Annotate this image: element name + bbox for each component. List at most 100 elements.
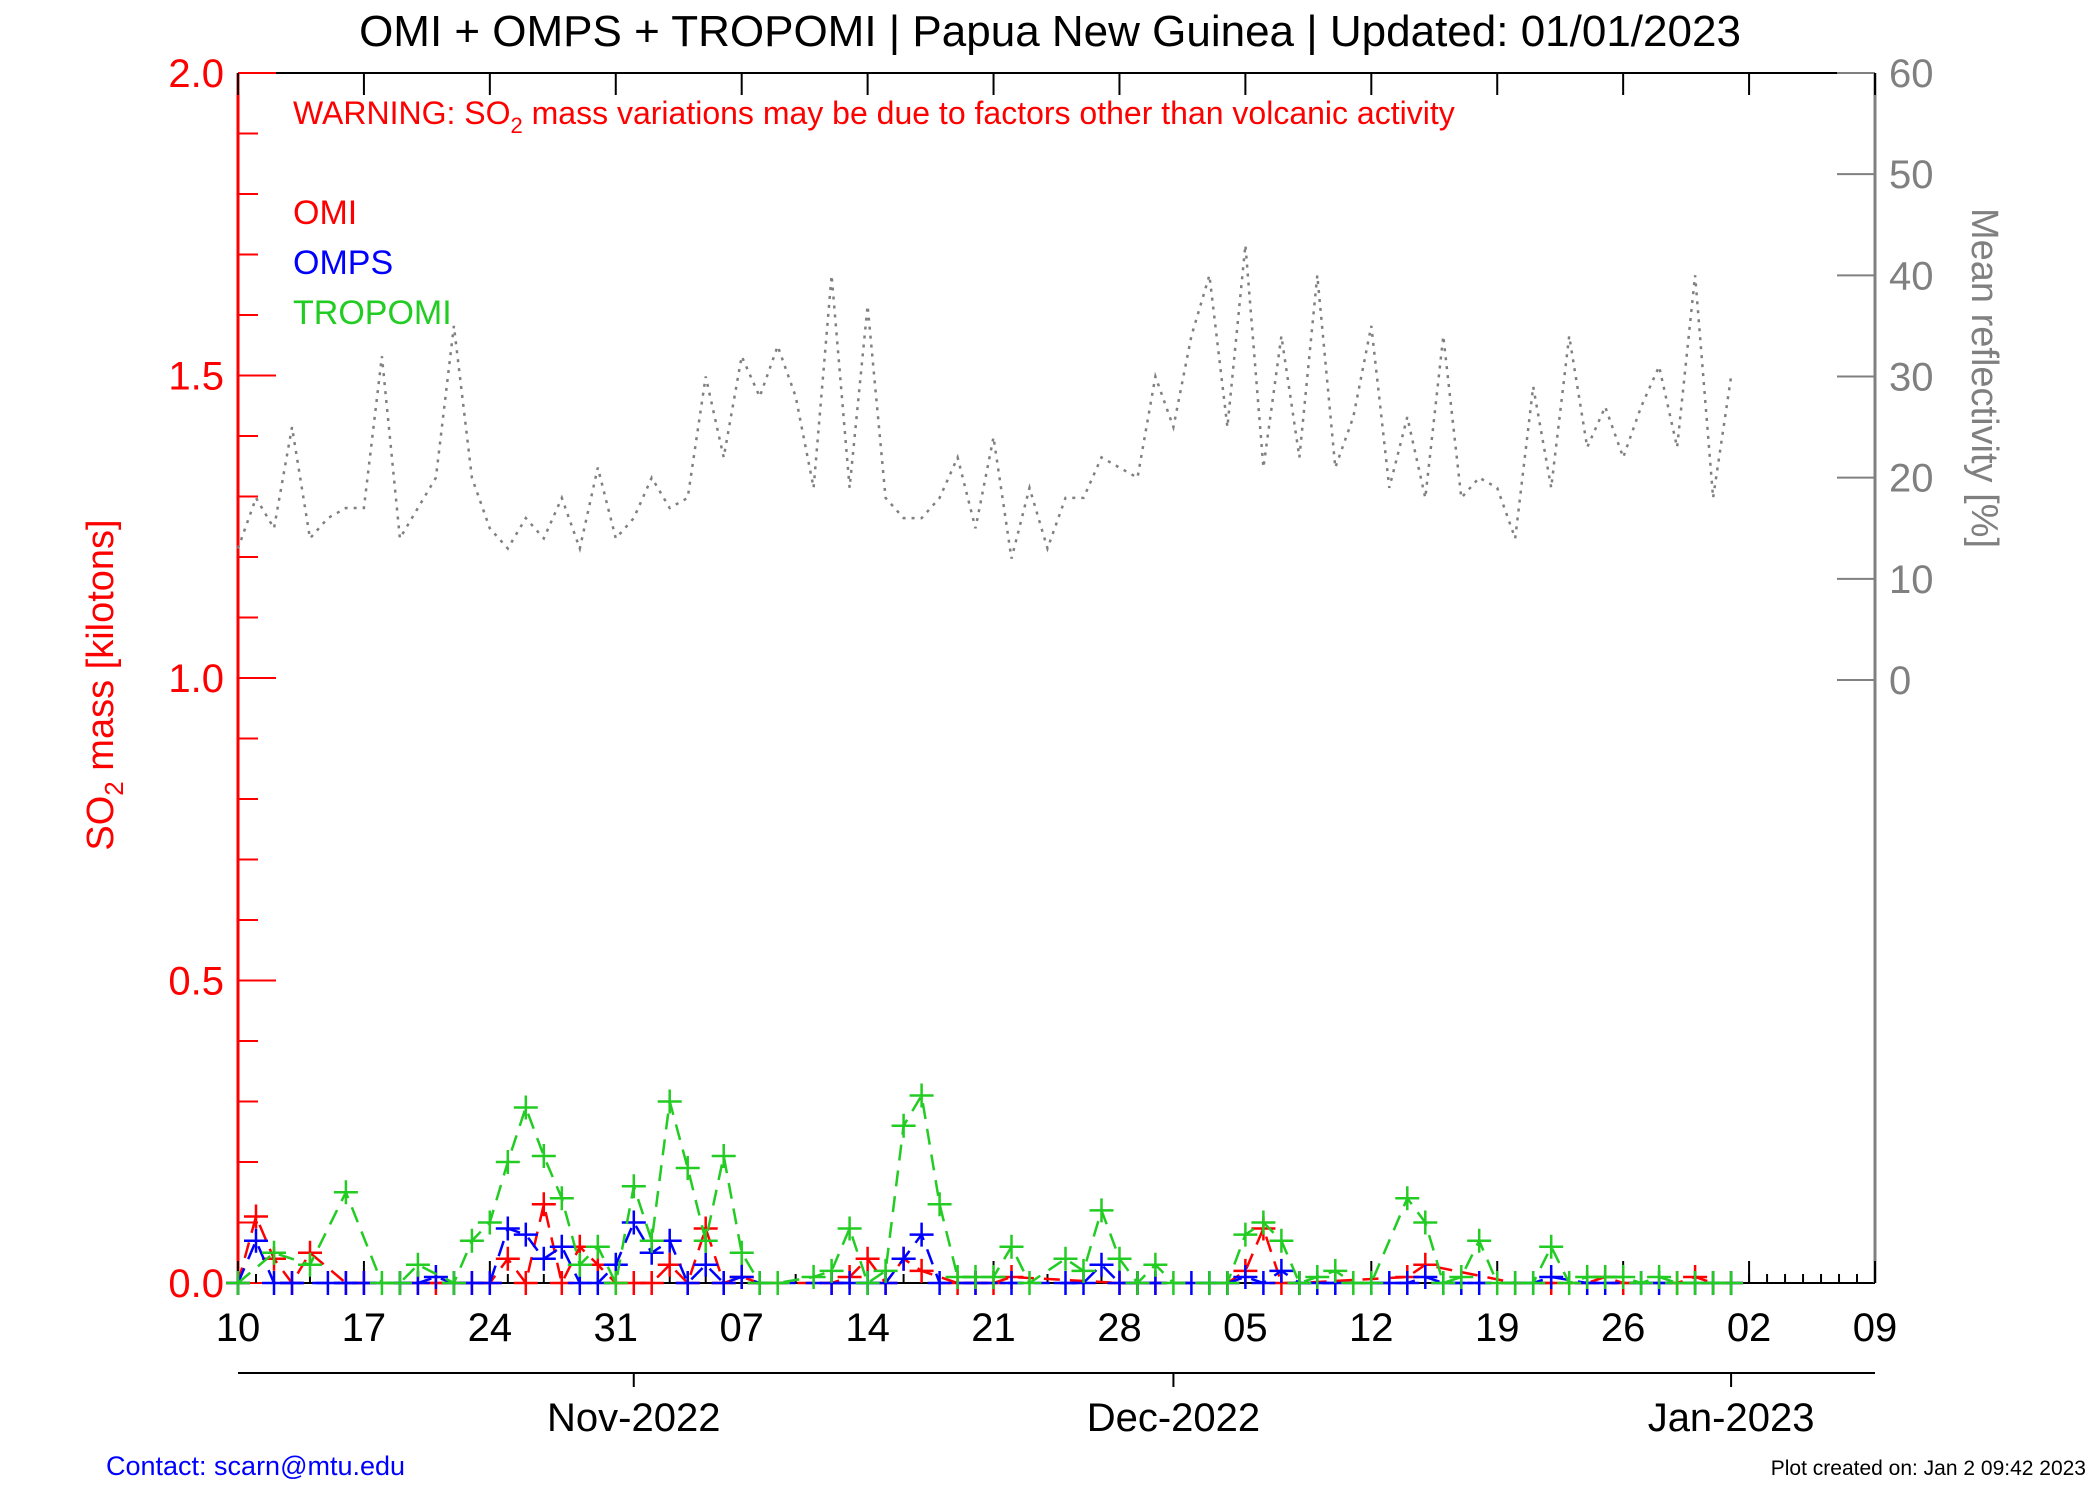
x-tick-label: 26 bbox=[1601, 1306, 1646, 1350]
left-tick-label: 1.0 bbox=[168, 657, 224, 701]
tropomi-point bbox=[1395, 1186, 1420, 1211]
omps-point bbox=[423, 1265, 448, 1289]
tropomi-point bbox=[567, 1252, 592, 1277]
warning-suffix: mass variations may be due to factors ot… bbox=[523, 95, 1455, 131]
tropomi-point bbox=[441, 1271, 466, 1295]
tropomi-point bbox=[603, 1271, 628, 1295]
tropomi-point bbox=[981, 1265, 1006, 1289]
omps-point bbox=[477, 1271, 502, 1295]
tropomi-point bbox=[477, 1210, 502, 1235]
tropomi-point bbox=[927, 1192, 952, 1217]
x-tick-label: 28 bbox=[1097, 1306, 1142, 1350]
omps-point bbox=[1089, 1252, 1114, 1277]
tropomi-point bbox=[226, 1271, 250, 1295]
left-axis-title-sub: 2 bbox=[99, 781, 129, 795]
x-tick-label: 24 bbox=[468, 1306, 513, 1350]
tropomi-point bbox=[405, 1252, 430, 1277]
tropomi-point bbox=[1539, 1234, 1564, 1259]
omps-point bbox=[729, 1265, 754, 1289]
omps-point bbox=[1269, 1258, 1294, 1283]
omi-point bbox=[639, 1271, 664, 1295]
omi-point bbox=[531, 1192, 556, 1217]
omps-point bbox=[1233, 1265, 1258, 1289]
omi-line bbox=[236, 1204, 1732, 1287]
date-axis: 10 17 24 31 07 14 21 28 05 12 19 26 02 09 bbox=[216, 73, 1898, 1350]
omps-point bbox=[1413, 1265, 1438, 1289]
left-tick-label: 0.0 bbox=[168, 1262, 224, 1306]
month-tick-label: Nov-2022 bbox=[547, 1396, 720, 1440]
tropomi-point bbox=[549, 1186, 574, 1211]
omps-point bbox=[1251, 1271, 1276, 1295]
month-axis: Nov-2022 Dec-2022 Jan-2023 bbox=[238, 1372, 1875, 1440]
tropomi-point bbox=[495, 1150, 520, 1174]
x-tick-label: 17 bbox=[342, 1306, 387, 1350]
omps-line bbox=[236, 1219, 1732, 1286]
omps-point bbox=[711, 1271, 736, 1295]
tropomi-point bbox=[909, 1083, 934, 1108]
tropomi-point bbox=[1251, 1210, 1276, 1235]
so2-mass-axis: 0.0 0.5 1.0 1.5 2.0 bbox=[168, 52, 276, 1306]
tropomi-point bbox=[1125, 1271, 1150, 1295]
omps-point bbox=[675, 1271, 700, 1295]
omi-point bbox=[244, 1204, 268, 1229]
x-tick-label: 14 bbox=[845, 1306, 890, 1350]
tropomi-point bbox=[262, 1240, 286, 1265]
omps-point bbox=[1539, 1265, 1564, 1289]
tropomi-point bbox=[765, 1271, 790, 1295]
series-mean-reflectivity bbox=[236, 244, 1733, 559]
tropomi-point bbox=[1629, 1271, 1654, 1295]
omps-point bbox=[513, 1222, 538, 1247]
right-axis-title: Mean reflectivity [%] bbox=[1963, 208, 2005, 548]
x-tick-label: 09 bbox=[1853, 1306, 1898, 1350]
tropomi-point bbox=[675, 1156, 700, 1180]
tropomi-point bbox=[1521, 1271, 1546, 1295]
month-tick-label: Jan-2023 bbox=[1648, 1396, 1815, 1440]
tropomi-point bbox=[387, 1271, 412, 1295]
tropomi-point bbox=[1611, 1265, 1636, 1289]
tropomi-point bbox=[729, 1240, 754, 1265]
series-tropomi bbox=[226, 1083, 1744, 1295]
x-tick-label: 21 bbox=[971, 1306, 1016, 1350]
tropomi-point bbox=[1719, 1271, 1744, 1295]
x-tick-label: 19 bbox=[1475, 1306, 1520, 1350]
tropomi-point bbox=[1233, 1222, 1258, 1247]
legend: OMI OMPS TROPOMI bbox=[293, 194, 452, 332]
left-axis-title: SO2 mass [kilotons] bbox=[80, 519, 129, 850]
tropomi-point bbox=[1287, 1271, 1312, 1295]
omi-point bbox=[909, 1258, 934, 1283]
omps-point bbox=[244, 1228, 268, 1253]
warning-prefix: WARNING: SO bbox=[293, 95, 510, 131]
plot-created-text: Plot created on: Jan 2 09:42 2023 bbox=[1771, 1457, 2086, 1480]
tropomi-point bbox=[298, 1252, 322, 1277]
omps-point bbox=[693, 1252, 718, 1277]
tropomi-point bbox=[1431, 1271, 1456, 1295]
legend-omi: OMI bbox=[293, 194, 357, 232]
omps-point bbox=[280, 1271, 304, 1295]
right-tick-label: 20 bbox=[1889, 457, 1934, 501]
tropomi-point bbox=[585, 1234, 610, 1259]
tropomi-point bbox=[513, 1095, 538, 1120]
omps-point bbox=[1395, 1271, 1420, 1295]
tropomi-point bbox=[531, 1144, 556, 1168]
omi-point bbox=[855, 1246, 880, 1271]
right-tick-label: 60 bbox=[1889, 52, 1934, 96]
tropomi-point bbox=[1269, 1228, 1294, 1253]
right-tick-label: 10 bbox=[1889, 558, 1934, 602]
tropomi-point bbox=[1413, 1210, 1438, 1235]
tropomi-point bbox=[1557, 1271, 1582, 1295]
tropomi-point bbox=[639, 1228, 664, 1253]
tropomi-point bbox=[1467, 1228, 1492, 1253]
omps-point bbox=[909, 1222, 934, 1247]
tropomi-point bbox=[1071, 1258, 1096, 1283]
omi-point bbox=[495, 1246, 520, 1271]
left-axis-title-rest: mass [kilotons] bbox=[80, 519, 122, 781]
tropomi-point bbox=[1161, 1271, 1186, 1295]
contact-text[interactable]: Contact: scarn@mtu.edu bbox=[106, 1451, 405, 1481]
tropomi-point bbox=[711, 1144, 736, 1168]
legend-omps: OMPS bbox=[293, 244, 393, 282]
tropomi-point bbox=[1017, 1271, 1042, 1295]
omi-point bbox=[657, 1252, 682, 1277]
tropomi-point bbox=[801, 1265, 826, 1289]
x-tick-label: 05 bbox=[1223, 1306, 1268, 1350]
